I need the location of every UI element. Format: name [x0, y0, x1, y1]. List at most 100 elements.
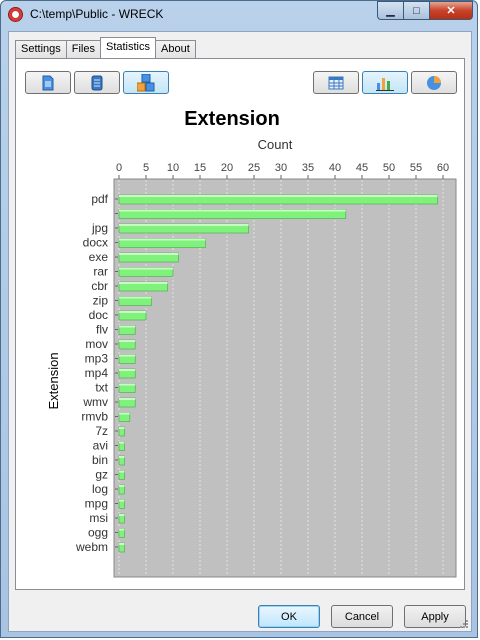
title-bar[interactable]: C:\temp\Public - WRECK ▁ □ ✕: [1, 1, 477, 29]
bar-highlight: [119, 195, 438, 197]
bar-highlight: [119, 253, 179, 255]
cancel-button[interactable]: Cancel: [331, 605, 393, 628]
y-axis-ticks: pdf jpgdocxexerarcbrzipdocflvmovmp3mp4txt…: [75, 192, 118, 554]
bar-highlight: [119, 311, 146, 313]
close-icon: ✕: [446, 5, 456, 17]
tab-files[interactable]: Files: [65, 40, 101, 58]
bar-highlight: [119, 485, 125, 487]
y-tick-label: doc: [89, 308, 108, 322]
file-type-icon: [91, 75, 103, 90]
tab-statistics[interactable]: Statistics: [99, 37, 156, 58]
bar-highlight: [119, 383, 136, 386]
tab-about[interactable]: About: [155, 40, 196, 58]
x-tick-label: 5: [143, 162, 149, 174]
x-tick-label: 30: [275, 162, 287, 174]
y-tick-label: msi: [89, 511, 108, 525]
y-tick-label: exe: [89, 250, 109, 264]
y-tick-label: gz: [95, 468, 108, 482]
y-tick-label: mp4: [85, 366, 109, 380]
bar-highlight: [119, 412, 130, 415]
group-by-file-type-button[interactable]: [74, 71, 120, 94]
apply-button[interactable]: Apply: [404, 605, 466, 628]
table-icon: [328, 76, 344, 89]
bar-highlight: [119, 325, 136, 328]
y-tick-label: txt: [95, 381, 108, 395]
group-by-extension-button[interactable]: [123, 71, 169, 94]
bar-highlight: [119, 369, 136, 371]
group-by-document-button[interactable]: [25, 71, 71, 94]
bar-highlight: [119, 499, 125, 502]
ok-button[interactable]: OK: [258, 605, 320, 628]
x-tick-label: 55: [410, 162, 422, 174]
tab-strip: Settings Files Statistics About: [15, 37, 196, 58]
bar-highlight: [119, 224, 249, 226]
pie-chart-view-button[interactable]: [411, 71, 457, 94]
y-tick-label: 7z: [95, 424, 108, 438]
resize-grip-icon[interactable]: [459, 619, 469, 629]
client-area: Settings Files Statistics About: [8, 31, 472, 632]
bar-highlight: [119, 296, 152, 299]
minimize-button[interactable]: ▁: [377, 1, 403, 20]
y-tick-label: rmvb: [81, 410, 108, 424]
close-button[interactable]: ✕: [429, 1, 473, 20]
bar-highlight: [119, 209, 346, 212]
bar-highlight: [119, 282, 168, 284]
y-tick-label: mov: [85, 337, 108, 351]
clock-icon[interactable]: [8, 7, 23, 22]
bar-highlight: [119, 514, 125, 516]
bar-highlight: [119, 456, 125, 458]
maximize-button[interactable]: □: [403, 1, 429, 20]
tab-settings[interactable]: Settings: [15, 40, 67, 58]
y-tick-label: flv: [96, 323, 108, 337]
statistics-panel: Extension Count Extension 0 5 10 15 20 25 30 35…: [15, 58, 465, 590]
bar-highlight: [119, 470, 125, 473]
maximize-icon: □: [413, 4, 420, 17]
y-tick-label: docx: [83, 236, 108, 250]
bar-highlight: [119, 398, 136, 400]
y-tick-label: wmv: [82, 395, 108, 409]
y-tick-label: pdf: [91, 192, 108, 206]
x-tick-label: 0: [116, 162, 122, 174]
x-tick-label: 35: [302, 162, 314, 174]
y-tick-label: mp3: [85, 352, 109, 366]
x-tick-label: 50: [383, 162, 395, 174]
bar-chart-view-button[interactable]: [362, 71, 408, 94]
y-tick-label: mpg: [85, 497, 108, 511]
extension-bar-chart: Extension Count Extension 0 5 10 15 20 25 30 35…: [46, 108, 457, 578]
document-icon: [42, 75, 54, 90]
minimize-icon: ▁: [386, 5, 395, 17]
bars: [118, 194, 438, 553]
x-tick-label: 15: [194, 162, 206, 174]
y-axis-label: Extension: [46, 352, 61, 409]
chart-area: Extension Count Extension 0 5 10 15 20 25 30 35…: [26, 101, 458, 585]
y-tick-label: rar: [93, 265, 108, 279]
extension-icon: [137, 73, 155, 91]
y-tick-label: zip: [93, 294, 109, 308]
y-tick-label: ogg: [88, 526, 108, 540]
bar-highlight: [119, 238, 206, 241]
bar-highlight: [119, 441, 125, 444]
bar-highlight: [119, 543, 125, 545]
bar-highlight: [119, 528, 125, 531]
x-tick-label: 60: [437, 162, 449, 174]
chart-title: Extension: [184, 108, 280, 130]
x-tick-label: 45: [356, 162, 368, 174]
bar-chart-icon: [376, 77, 394, 91]
x-tick-label: 40: [329, 162, 341, 174]
x-tick-label: 20: [221, 162, 233, 174]
x-tick-label: 10: [167, 162, 179, 174]
bar-highlight: [119, 267, 173, 270]
table-view-button[interactable]: [313, 71, 359, 94]
y-tick-label: cbr: [91, 279, 108, 293]
y-tick-label: log: [92, 482, 108, 496]
window-controls: ▁ □ ✕: [377, 1, 473, 21]
pie-chart-icon: [427, 75, 441, 90]
bar-highlight: [119, 340, 136, 342]
bar-highlight: [119, 354, 136, 357]
bar-highlight: [119, 427, 125, 429]
y-tick-label: jpg: [91, 221, 108, 235]
y-tick-label: avi: [93, 439, 108, 453]
x-axis-label: Count: [258, 137, 293, 152]
window-title: C:\temp\Public - WRECK: [30, 7, 164, 21]
